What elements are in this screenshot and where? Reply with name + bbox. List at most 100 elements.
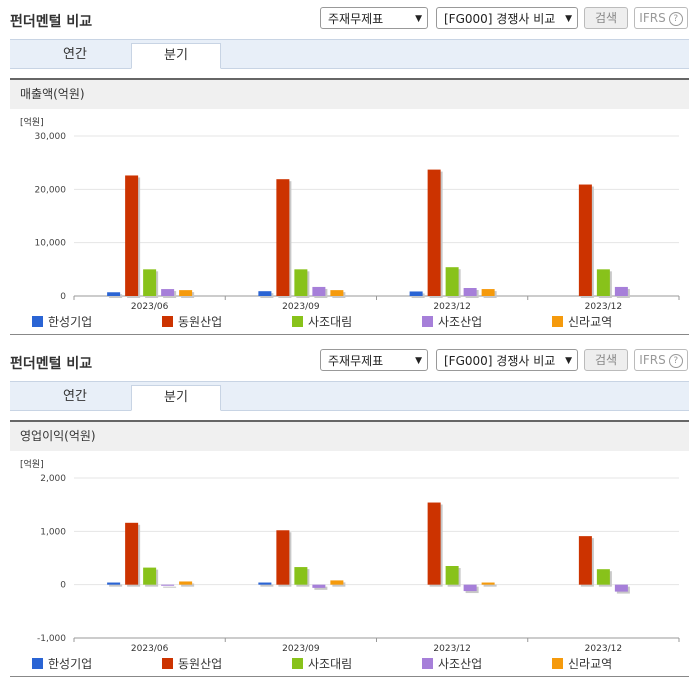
bar-신라교역-2023-09 — [330, 290, 344, 296]
bar-사조대림-2023-06 — [143, 269, 157, 296]
bar-신라교역-2023-06 — [179, 290, 193, 296]
bar-shadow — [109, 584, 123, 587]
legend-label: 한성기업 — [48, 657, 93, 671]
legend-item-동원산업[interactable]: 동원산업 — [162, 655, 222, 672]
y-tick-label: 0 — [60, 581, 66, 591]
bar-한성기업-2023-06 — [107, 582, 121, 585]
compare-value: [FG000] 경쟁사 비교 — [444, 12, 556, 26]
legend-swatch — [32, 316, 43, 327]
x-tick-label: 2023/12 — [433, 644, 470, 654]
tab-quarterly[interactable]: 분기 — [131, 43, 221, 69]
bar-shadow — [260, 584, 274, 587]
operating-profit-bar-chart: [억원] -1,000 0 1,000 2,000 2023/06 2023/09 2023/… — [20, 458, 680, 654]
bar-사조산업-2023-09 — [312, 286, 326, 296]
report-type-select[interactable]: 주재무제표 ▼ — [320, 7, 428, 29]
bar-사조대림-2023-09 — [294, 567, 308, 585]
x-tick-label: 2023/12 — [585, 644, 622, 654]
search-button[interactable]: 검색 — [584, 7, 628, 29]
report-type-select[interactable]: 주재무제표 ▼ — [320, 349, 428, 371]
compare-select[interactable]: [FG000] 경쟁사 비교 ▼ — [436, 7, 578, 29]
bar-신라교역-2023-12 — [481, 289, 495, 296]
bar-shadow — [109, 294, 123, 298]
bar-사조대림-2023-12 — [445, 267, 459, 296]
bar-동원산업-2023-12 — [578, 184, 592, 296]
report-type-value: 주재무제표 — [328, 354, 384, 368]
bar-사조대림-2023-12 — [445, 566, 459, 585]
x-tick-label: 2023/09 — [282, 302, 320, 312]
x-tick-label: 2023/06 — [131, 644, 169, 654]
bar-shadow — [314, 586, 328, 590]
legend-item-사조대림[interactable]: 사조대림 — [292, 655, 352, 672]
ifrs-label: IFRS — [639, 11, 666, 25]
legend-swatch — [32, 658, 43, 669]
legend-swatch — [162, 316, 173, 327]
legend-swatch — [552, 316, 563, 327]
compare-select[interactable]: [FG000] 경쟁사 비교 ▼ — [436, 349, 578, 371]
bar-shadow — [163, 586, 177, 588]
bar-사조산업-2023-09 — [312, 584, 326, 588]
legend-swatch — [292, 658, 303, 669]
legend-swatch — [422, 658, 433, 669]
tab-quarterly[interactable]: 분기 — [131, 385, 221, 411]
panel-title: 펀더멘털 비교 — [10, 14, 93, 30]
bar-한성기업-2023-09 — [258, 291, 272, 296]
bar-한성기업-2023-06 — [107, 292, 121, 296]
tab-annual[interactable]: 연간 — [63, 389, 87, 404]
tab-annual[interactable]: 연간 — [63, 47, 87, 62]
chart-title: 매출액(억원) — [10, 78, 689, 109]
legend-label: 신라교역 — [568, 657, 613, 671]
panel-title: 펀더멘털 비교 — [10, 356, 93, 372]
ifrs-button[interactable]: IFRS? — [634, 7, 688, 29]
x-tick-label: 2023/12 — [585, 302, 622, 312]
legend-label: 신라교역 — [568, 315, 613, 329]
report-type-value: 주재무제표 — [328, 12, 384, 26]
help-icon[interactable]: ? — [668, 353, 683, 368]
bar-사조산업-2023-06 — [161, 584, 175, 586]
legend-label: 동원산업 — [178, 657, 223, 671]
bar-동원산업-2023-12 — [427, 502, 441, 585]
chart-title: 영업이익(억원) — [10, 420, 689, 451]
legend-item-사조산업[interactable]: 사조산업 — [422, 313, 482, 330]
divider — [10, 676, 689, 677]
legend-item-신라교역[interactable]: 신라교역 — [552, 313, 612, 330]
legend-item-사조대림[interactable]: 사조대림 — [292, 313, 352, 330]
bar-동원산업-2023-12 — [578, 536, 592, 585]
sales-bar-chart: [억원] 0 10,000 20,000 30,000 2023/06 2023/09 202… — [20, 116, 680, 312]
search-button[interactable]: 검색 — [584, 349, 628, 371]
help-icon[interactable]: ? — [668, 11, 683, 26]
y-tick-label: -1,000 — [37, 634, 66, 644]
ifrs-button[interactable]: IFRS? — [634, 349, 688, 371]
x-tick-label: 2023/12 — [433, 302, 470, 312]
fundamental-panel-sales: 펀더멘털 비교 주재무제표 ▼ [FG000] 경쟁사 비교 ▼ 검색 IFRS? … — [10, 7, 689, 335]
legend-item-한성기업[interactable]: 한성기업 — [32, 313, 92, 330]
legend-label: 사조산업 — [438, 315, 483, 329]
legend-item-사조산업[interactable]: 사조산업 — [422, 655, 482, 672]
bar-사조산업-2023-12 — [614, 584, 628, 592]
bar-신라교역-2023-06 — [179, 581, 193, 585]
legend-swatch — [292, 316, 303, 327]
bar-동원산업-2023-06 — [125, 522, 139, 585]
bar-사조대림-2023-12 — [596, 569, 610, 585]
bar-shadow — [483, 584, 497, 587]
y-tick-label: 30,000 — [35, 132, 67, 142]
divider — [10, 334, 689, 335]
y-tick-label: 10,000 — [35, 239, 67, 249]
ifrs-label: IFRS — [639, 353, 666, 367]
chart-legend: 한성기업 동원산업 사조대림 사조산업 신라교역 — [10, 313, 689, 333]
legend-swatch — [552, 658, 563, 669]
x-tick-label: 2023/06 — [131, 302, 169, 312]
legend-item-한성기업[interactable]: 한성기업 — [32, 655, 92, 672]
legend-item-동원산업[interactable]: 동원산업 — [162, 313, 222, 330]
y-unit-label: [억원] — [20, 116, 44, 128]
bar-사조대림-2023-06 — [143, 567, 157, 585]
bar-한성기업-2023-12 — [409, 291, 423, 296]
legend-item-신라교역[interactable]: 신라교역 — [552, 655, 612, 672]
bar-신라교역-2023-09 — [330, 580, 344, 585]
legend-swatch — [162, 658, 173, 669]
legend-label: 한성기업 — [48, 315, 93, 329]
y-tick-label: 20,000 — [35, 185, 67, 195]
bar-동원산업-2023-06 — [125, 175, 139, 296]
bar-사조산업-2023-12 — [463, 288, 477, 296]
bar-동원산업-2023-09 — [276, 179, 290, 296]
legend-label: 사조산업 — [438, 657, 483, 671]
